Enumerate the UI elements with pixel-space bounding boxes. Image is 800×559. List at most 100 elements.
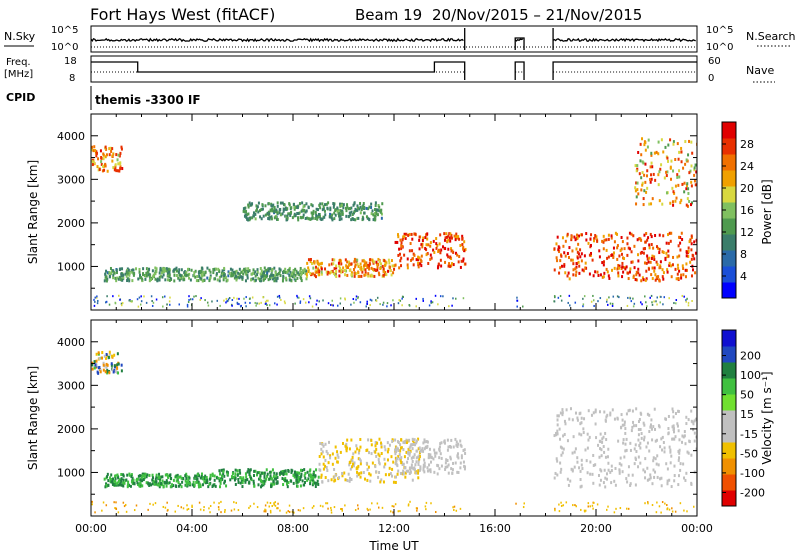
velocity-cell <box>365 461 368 465</box>
power-cell <box>359 262 362 266</box>
velocity-cell <box>599 432 602 436</box>
power-cell <box>339 202 342 206</box>
power-cell <box>447 255 450 259</box>
power-cell-near <box>169 303 171 306</box>
velocity-cell <box>655 462 658 466</box>
power-cell-near <box>266 304 268 307</box>
power-cell <box>382 267 385 271</box>
power-cell <box>641 181 644 185</box>
power-cell <box>690 274 693 278</box>
power-cell <box>202 270 205 274</box>
freq-left-tick-bottom: 8 <box>69 73 75 84</box>
velocity-cell-near <box>330 511 333 514</box>
velocity-cell <box>602 445 605 449</box>
power-cell-near <box>382 301 385 304</box>
power-cell <box>617 271 620 275</box>
power-cell <box>345 214 348 218</box>
colorbar-swatch <box>722 138 736 155</box>
power-cell <box>198 274 201 278</box>
power-cell-near <box>592 294 594 297</box>
power-cell <box>568 277 571 281</box>
power-cell <box>389 269 392 273</box>
velocity-cell-near <box>625 507 628 510</box>
power-cell <box>690 242 693 246</box>
power-cell <box>217 267 220 271</box>
colorbar-tick-label: 15 <box>740 408 754 421</box>
power-cell <box>91 163 94 167</box>
power-cell <box>691 201 694 205</box>
velocity-cell <box>301 468 304 472</box>
velocity-cell <box>569 479 572 483</box>
power-cell <box>169 276 172 280</box>
power-cell <box>120 147 123 151</box>
power-cell-near <box>97 299 99 302</box>
power-cell <box>630 250 633 254</box>
velocity-cell-near <box>425 508 427 511</box>
colorbar-tick-label: 8 <box>740 248 747 261</box>
velocity-cell <box>394 475 397 479</box>
velocity-cell-near <box>209 511 211 514</box>
x-tick-label: 00:00 <box>681 522 713 535</box>
velocity-cell <box>260 485 263 489</box>
power-cell <box>411 237 414 241</box>
velocity-cell <box>594 463 597 467</box>
velocity-cell <box>405 438 408 442</box>
power-cell <box>675 277 678 281</box>
power-cell <box>177 276 180 280</box>
power-cell <box>160 274 163 278</box>
power-cell <box>189 278 192 282</box>
power-cell <box>553 268 556 272</box>
power-cell <box>640 250 643 254</box>
power-cell <box>292 269 295 273</box>
velocity-cell <box>659 445 662 449</box>
nsky-left-tick-bottom: 10^0 <box>51 42 78 53</box>
power-cell <box>620 247 623 251</box>
power-cell <box>376 268 379 272</box>
power-cell <box>585 232 588 236</box>
power-cell <box>359 211 362 215</box>
velocity-cell <box>195 480 198 484</box>
power-cell <box>642 278 645 282</box>
power-cell <box>297 204 300 208</box>
power-cell <box>108 153 111 157</box>
power-cell <box>274 210 277 214</box>
power-cell <box>621 275 624 279</box>
velocity-cell-near <box>191 504 193 507</box>
power-cell <box>300 279 303 283</box>
velocity-cell <box>110 363 113 367</box>
power-cell <box>120 274 123 278</box>
velocity-cell <box>300 474 303 478</box>
power-cell <box>197 279 200 283</box>
velocity-cell <box>607 468 610 472</box>
power-cell <box>314 275 317 279</box>
velocity-cell-near <box>668 508 671 511</box>
velocity-cell <box>388 443 391 447</box>
power-cell <box>359 201 362 205</box>
power-cell <box>206 276 209 280</box>
power-cell <box>356 262 359 266</box>
power-cell-near <box>188 295 190 298</box>
power-cell-near <box>516 299 519 302</box>
power-cell <box>576 250 579 254</box>
velocity-cell <box>397 447 400 451</box>
power-cell <box>299 276 302 280</box>
power-cell <box>265 275 268 279</box>
velocity-cell <box>155 475 158 479</box>
velocity-cell <box>270 470 273 474</box>
power-cell <box>311 214 314 218</box>
velocity-cell <box>292 473 295 477</box>
velocity-cell <box>284 478 287 482</box>
power-cell <box>332 205 335 209</box>
power-cell <box>314 217 317 221</box>
velocity-cell <box>400 446 403 450</box>
power-cell <box>224 275 227 279</box>
power-cell <box>403 232 406 236</box>
power-cell <box>590 233 593 237</box>
velocity-cell <box>252 474 255 478</box>
power-cell <box>382 273 385 277</box>
power-cell <box>664 256 667 260</box>
power-cell <box>667 241 670 245</box>
power-cell <box>629 247 632 251</box>
velocity-cell <box>160 482 163 486</box>
power-cell <box>653 255 656 259</box>
